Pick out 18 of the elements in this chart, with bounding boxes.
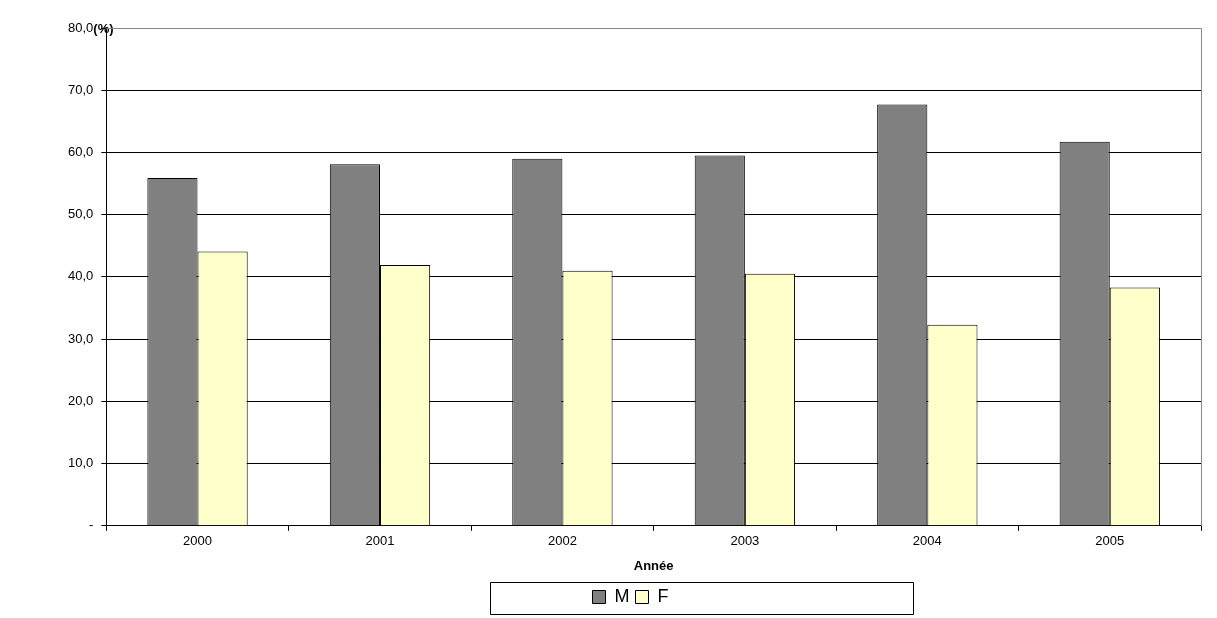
y-tick-label: 40,0 [67,268,94,284]
y-tick-label: 60,0 [67,144,94,160]
x-tick-label: 2001 [365,533,395,549]
x-tick-label: 2002 [547,533,577,549]
legend-label: F [657,585,669,606]
x-axis-title: Année [633,557,674,573]
y-tick-label: 10,0 [67,455,94,471]
x-tick-label: 2000 [183,533,212,549]
y-tick-label: 70,0 [67,81,94,97]
legend-label: M [614,585,630,606]
y-tick-label: - [88,517,94,533]
x-tick-label: 2005 [1095,533,1125,549]
y-tick-label: 20,0 [67,392,94,408]
x-tick-label: 2004 [912,533,942,549]
y-tick-label: 50,0 [67,206,94,222]
y-tick-label: 80,0 [67,19,94,35]
y-tick-label: 30,0 [67,330,94,346]
x-tick-label: 2003 [730,533,760,549]
